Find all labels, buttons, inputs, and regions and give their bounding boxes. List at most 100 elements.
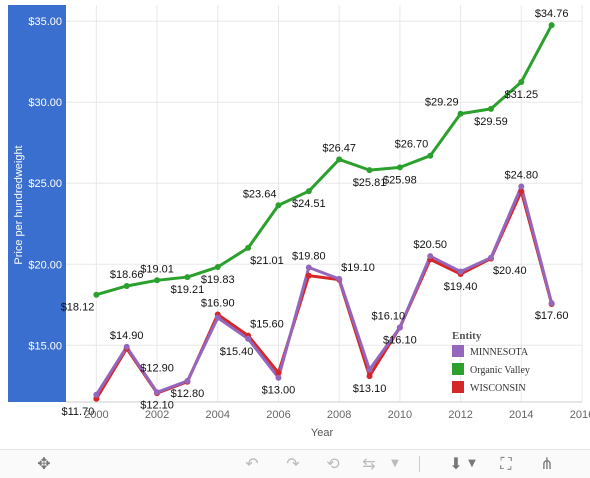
data-point-minnesota[interactable] <box>518 183 525 190</box>
undo-icon[interactable]: ↶ <box>245 454 259 473</box>
data-point-minnesota[interactable] <box>548 300 555 307</box>
data-point-minnesota[interactable] <box>123 343 130 350</box>
legend-label-minnesota[interactable]: MINNESOTA <box>470 347 529 358</box>
data-point-organic-valley[interactable] <box>336 156 343 163</box>
data-point-minnesota[interactable] <box>336 275 343 282</box>
legend-swatch-organic-valley[interactable] <box>452 363 464 375</box>
data-label: $11.70 <box>62 406 95 418</box>
x-tick-label: 2008 <box>327 409 351 421</box>
legend-label-wisconsin[interactable]: WISCONSIN <box>470 383 526 394</box>
data-point-organic-valley[interactable] <box>275 202 282 209</box>
data-label: $18.12 <box>61 302 95 314</box>
data-label: $24.51 <box>292 198 326 210</box>
chart: Price per hundredweight Year $18.12 $18.6… <box>8 5 590 439</box>
y-tick-label: $30.00 <box>28 97 62 109</box>
data-point-wisconsin[interactable] <box>518 188 525 195</box>
data-point-organic-valley[interactable] <box>427 152 434 159</box>
data-point-organic-valley[interactable] <box>457 110 464 117</box>
data-label: $12.80 <box>171 388 205 400</box>
data-label: $12.90 <box>140 362 174 374</box>
loop-icon[interactable]: ⇆ <box>362 454 376 473</box>
data-label: $16.10 <box>383 334 417 346</box>
redo-icon[interactable]: ↷ <box>286 454 300 473</box>
data-label: $12.10 <box>140 399 174 411</box>
data-label: $15.40 <box>220 346 254 358</box>
data-point-organic-valley[interactable] <box>123 282 130 289</box>
x-axis-title: Year <box>311 427 334 439</box>
data-point-minnesota[interactable] <box>245 335 252 342</box>
data-label: $24.80 <box>504 169 538 181</box>
data-point-organic-valley[interactable] <box>154 277 161 284</box>
data-label: $19.40 <box>444 281 478 293</box>
x-tick-label: 2012 <box>448 409 472 421</box>
y-tick-label: $25.00 <box>28 178 62 190</box>
data-label: $29.59 <box>474 116 508 128</box>
data-label: $25.98 <box>383 174 417 186</box>
data-point-organic-valley[interactable] <box>214 264 221 271</box>
share-icon[interactable]: ⋔ <box>540 454 554 473</box>
chart-toolbar: ✥ ↶ ↷ ⟲ ⇆ ▼ ⬇ ▼ ⛶ ⋔ <box>0 449 590 478</box>
data-point-minnesota[interactable] <box>366 366 373 373</box>
data-label: $18.66 <box>110 269 144 281</box>
move-icon[interactable]: ✥ <box>37 454 51 473</box>
data-point-minnesota[interactable] <box>214 314 221 321</box>
data-point-wisconsin[interactable] <box>275 369 282 376</box>
data-point-organic-valley[interactable] <box>518 78 525 85</box>
x-tick-label: 2002 <box>145 409 169 421</box>
x-tick-label: 2016 <box>570 409 590 421</box>
legend-title: Entity <box>452 330 482 342</box>
x-tick-label: 2014 <box>509 409 533 421</box>
data-label: $23.64 <box>243 188 277 200</box>
data-point-minnesota[interactable] <box>427 253 434 260</box>
data-point-minnesota[interactable] <box>154 389 161 396</box>
data-point-minnesota[interactable] <box>305 264 312 271</box>
data-point-wisconsin[interactable] <box>305 272 312 279</box>
data-point-minnesota[interactable] <box>184 377 191 384</box>
y-tick-label: $20.00 <box>28 259 62 271</box>
data-label: $16.10 <box>372 310 406 322</box>
download-dropdown-icon[interactable]: ▼ <box>468 458 476 469</box>
data-point-organic-valley[interactable] <box>487 105 494 112</box>
data-label: $19.83 <box>201 274 235 286</box>
data-point-minnesota[interactable] <box>93 391 100 398</box>
data-point-organic-valley[interactable] <box>396 164 403 171</box>
data-point-organic-valley[interactable] <box>305 188 312 195</box>
series-line-minnesota <box>94 184 554 397</box>
data-label: $13.00 <box>262 385 296 397</box>
download-icon[interactable]: ⬇ <box>449 454 463 473</box>
data-label: $14.90 <box>110 330 144 342</box>
fullscreen-icon[interactable]: ⛶ <box>500 454 512 473</box>
dropdown-arrow-icon[interactable]: ▼ <box>391 458 399 469</box>
data-point-organic-valley[interactable] <box>184 274 191 281</box>
data-point-minnesota[interactable] <box>487 254 494 261</box>
x-tick-label: 2006 <box>266 409 290 421</box>
reset-icon[interactable]: ⟲ <box>326 454 340 473</box>
toolbar-divider <box>419 456 420 472</box>
data-point-minnesota[interactable] <box>396 324 403 331</box>
data-label: $15.60 <box>250 319 284 331</box>
data-point-minnesota[interactable] <box>457 268 464 275</box>
data-point-organic-valley[interactable] <box>245 244 252 251</box>
series-line-organic-valley <box>94 23 554 297</box>
data-point-organic-valley[interactable] <box>93 291 100 298</box>
data-label: $26.70 <box>395 139 429 151</box>
legend-swatch-minnesota[interactable] <box>452 345 464 357</box>
data-label: $26.47 <box>322 142 356 154</box>
data-label: $21.01 <box>250 255 284 267</box>
y-axis-title: Price per hundredweight <box>13 145 25 264</box>
data-point-wisconsin[interactable] <box>366 373 373 380</box>
legend-label-organic-valley[interactable]: Organic Valley <box>470 365 530 376</box>
x-tick-label: 2010 <box>388 409 412 421</box>
data-point-organic-valley[interactable] <box>366 167 373 174</box>
data-label: $17.60 <box>535 310 569 322</box>
data-point-organic-valley[interactable] <box>548 22 555 29</box>
legend: Entity MINNESOTA Organic Valley WISCONSIN <box>452 330 530 394</box>
data-point-minnesota[interactable] <box>275 374 282 381</box>
data-label: $34.76 <box>535 8 569 20</box>
data-label: $19.01 <box>140 263 174 275</box>
data-label: $16.90 <box>201 297 235 309</box>
y-tick-label: $35.00 <box>28 16 62 28</box>
legend-swatch-wisconsin[interactable] <box>452 381 464 393</box>
data-label: $13.10 <box>353 383 387 395</box>
data-label: $19.10 <box>341 262 375 274</box>
